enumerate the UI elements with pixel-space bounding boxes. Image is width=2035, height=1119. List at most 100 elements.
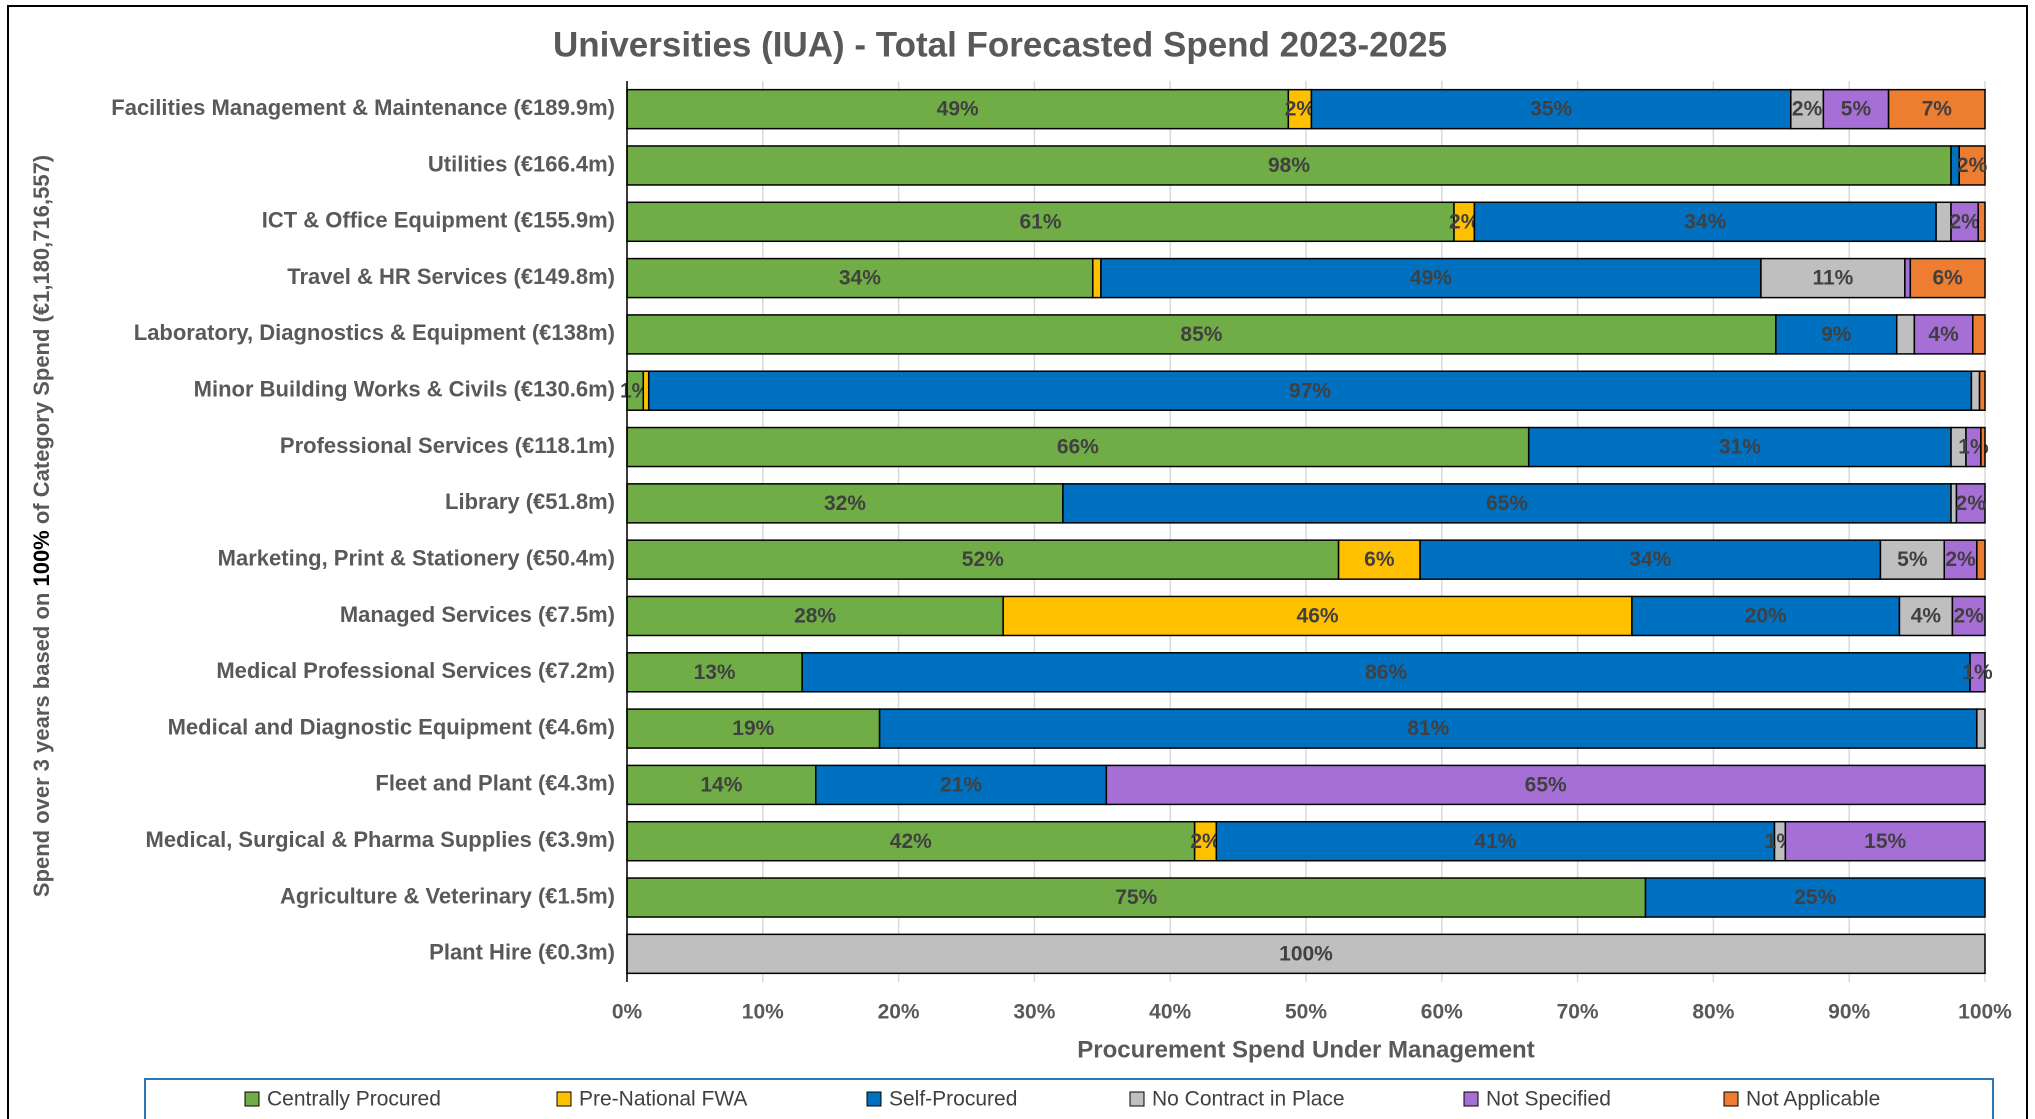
x-tick-label: 20% (878, 1001, 920, 1024)
data-label: 31% (1719, 436, 1761, 459)
legend-box (144, 1078, 1994, 1119)
bar-segment (626, 933, 1986, 975)
bar-segment (1977, 201, 1986, 243)
x-tick-label: 90% (1828, 1001, 1870, 1024)
bar-segment (1100, 257, 1762, 299)
data-label: 2% (1449, 210, 1480, 233)
y-tick-label: Agriculture & Veterinary (€1.5m) (280, 883, 615, 908)
data-label: 61% (1019, 210, 1061, 233)
data-label: 34% (1684, 210, 1726, 233)
bar-segment (1950, 201, 1979, 243)
chart-border (7, 5, 2028, 1119)
y-tick-label: Utilities (€166.4m) (428, 151, 615, 176)
legend-label: Not Applicable (1746, 1088, 1880, 1111)
legend-swatch (1723, 1091, 1739, 1107)
bar-segment (1105, 764, 1986, 806)
data-label: 9% (1821, 323, 1852, 346)
bar-segment (1904, 257, 1912, 299)
bar-segment (1887, 88, 1986, 130)
y-tick-label: Professional Services (€118.1m) (280, 433, 615, 458)
data-label: 34% (839, 267, 881, 290)
legend-label: Not Specified (1486, 1088, 1611, 1111)
legend-swatch (556, 1091, 572, 1107)
y-tick-label: Fleet and Plant (€4.3m) (375, 771, 615, 796)
bar-segment (1310, 88, 1792, 130)
bar-segment (1822, 88, 1890, 130)
bar-segment (1978, 370, 1986, 411)
data-label: 5% (1841, 98, 1872, 121)
data-label: 25% (1794, 886, 1836, 909)
legend-swatch (244, 1091, 260, 1107)
bar-segment (642, 370, 650, 411)
y-tick-label: Marketing, Print & Stationery (€50.4m) (218, 545, 615, 570)
data-label: 49% (1410, 267, 1452, 290)
bar-segment (626, 877, 1647, 918)
x-tick-label: 40% (1149, 1001, 1191, 1024)
y-tick-label: Library (€51.8m) (445, 489, 615, 514)
bar-segment (1969, 652, 1986, 693)
bar-segment (1631, 595, 1901, 637)
bar-segment (801, 652, 1971, 693)
y-tick-label: Laboratory, Diagnostics & Equipment (€13… (134, 320, 615, 345)
data-label: 32% (824, 492, 866, 515)
bar-segment (1790, 88, 1825, 130)
y-tick-label: Travel & HR Services (€149.8m) (287, 264, 615, 289)
bar-segment (626, 539, 1340, 580)
x-tick-label: 60% (1421, 1001, 1463, 1024)
y-tick-label: Plant Hire (€0.3m) (429, 940, 615, 965)
data-label: 13% (694, 661, 736, 684)
bar-segment (1976, 539, 1986, 580)
bar-segment (1215, 820, 1776, 862)
data-label: 21% (940, 773, 982, 796)
bar-segment (626, 257, 1094, 299)
data-label: 2% (1956, 492, 1987, 515)
data-label: 20% (1745, 605, 1787, 628)
legend-label: Pre-National FWA (579, 1088, 747, 1111)
legend-label: Centrally Procured (267, 1088, 441, 1111)
data-label: 42% (890, 830, 932, 853)
data-label: 35% (1530, 98, 1572, 121)
bar-segment (1980, 426, 1986, 468)
data-label: 2% (1190, 830, 1221, 853)
data-label: 81% (1407, 717, 1449, 740)
data-label: 41% (1474, 830, 1516, 853)
data-label: 34% (1629, 548, 1671, 571)
data-label: 11% (1812, 267, 1853, 290)
bar-segment (1002, 595, 1633, 637)
data-label: 75% (1115, 886, 1157, 909)
data-label: 4% (1911, 605, 1942, 628)
y-axis-title: Spend over 3 years based on 100% of Cate… (29, 155, 54, 897)
y-tick-label: ICT & Office Equipment (€155.9m) (262, 208, 615, 233)
bar-segment (1644, 877, 1986, 918)
bar-segment (1760, 257, 1906, 299)
x-tick-label: 100% (1958, 1001, 2012, 1024)
y-tick-label: Medical and Diagnostic Equipment (€4.6m) (168, 714, 615, 739)
y-axis-title-part: 100% (29, 530, 54, 586)
data-label: 46% (1297, 605, 1339, 628)
bar-segment (1951, 595, 1986, 637)
data-label: 7% (1922, 98, 1953, 121)
data-label: 4% (1928, 323, 1959, 346)
data-label: 2% (1285, 98, 1316, 121)
data-label: 86% (1365, 661, 1407, 684)
data-label: 14% (700, 773, 742, 796)
data-label: 52% (962, 548, 1004, 571)
bar-segment (1958, 145, 1986, 186)
x-tick-label: 50% (1285, 1001, 1327, 1024)
bar-segment (1970, 370, 1981, 411)
data-label: 97% (1289, 379, 1331, 402)
data-label: 49% (937, 98, 979, 121)
bar-segment (1895, 314, 1916, 355)
bar-segment (1909, 257, 1986, 299)
bar-segment (1092, 257, 1102, 299)
bar-segment (626, 201, 1455, 243)
bar-segment (1784, 820, 1986, 862)
bar-segment (1972, 314, 1986, 355)
data-label: 100% (1279, 942, 1333, 965)
x-tick-label: 70% (1557, 1001, 1599, 1024)
y-tick-label: Facilities Management & Maintenance (€18… (111, 95, 615, 120)
bar-segment (1913, 314, 1974, 355)
data-label: 2% (1954, 605, 1985, 628)
data-label: 28% (794, 605, 836, 628)
